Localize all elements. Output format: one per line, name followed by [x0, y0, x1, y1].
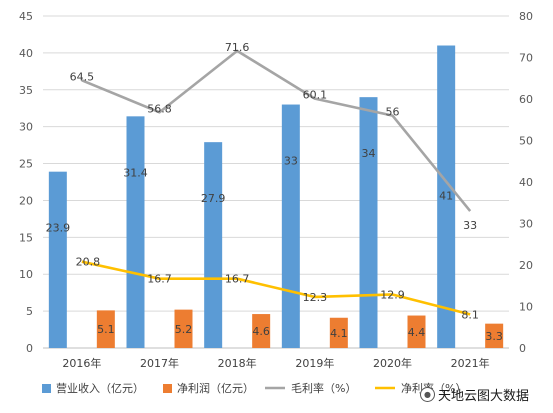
line-data-label: 71.6 [225, 41, 250, 54]
watermark: ● 天地云图大数据 [420, 385, 529, 404]
bar [329, 317, 348, 348]
y-left-tick-label: 20 [19, 194, 33, 207]
bar [359, 97, 378, 349]
x-tick-label: 2019年 [295, 356, 334, 370]
bar-data-label: 4.6 [252, 325, 270, 338]
series-line [81, 260, 471, 316]
bar [437, 45, 456, 349]
y-right-tick-label: 60 [519, 93, 533, 106]
bar [96, 310, 115, 348]
y-right-tick-label: 20 [519, 259, 533, 272]
bar-data-label: 41 [439, 190, 453, 203]
line-data-label: 56.8 [147, 102, 172, 115]
y-right-tick-label: 30 [519, 218, 533, 231]
x-tick-label: 2021年 [451, 356, 490, 370]
watermark-text: 天地云图大数据 [438, 389, 530, 404]
line-data-label: 16.7 [147, 273, 172, 286]
bar-data-label: 27.9 [201, 192, 226, 205]
x-tick-label: 2020年 [373, 356, 412, 370]
y-right-tick-label: 40 [519, 176, 533, 189]
x-tick-label: 2017年 [140, 356, 179, 370]
y-left-tick-label: 40 [19, 47, 33, 60]
legend-label: 净利润（亿元） [177, 381, 254, 395]
y-left-tick-label: 0 [26, 342, 33, 355]
series-line [81, 49, 472, 212]
bar [252, 314, 271, 348]
bar [485, 323, 504, 348]
bar-data-label: 4.1 [330, 327, 348, 340]
bar-data-label: 31.4 [123, 166, 148, 179]
y-right-tick-label: 70 [519, 52, 533, 65]
bar-data-label: 3.3 [485, 330, 503, 343]
bar [48, 171, 67, 348]
line-data-label: 16.7 [225, 273, 250, 286]
y-left-tick-label: 15 [19, 231, 33, 244]
legend-label: 毛利率（%） [291, 381, 356, 395]
y-right-tick-label: 50 [519, 135, 533, 148]
bar [281, 104, 300, 349]
bar [174, 309, 193, 348]
y-right-tick-label: 10 [519, 301, 533, 314]
x-tick-label: 2018年 [218, 356, 257, 370]
line-data-label: 12.3 [303, 291, 328, 304]
bar [204, 142, 223, 348]
bar-data-label: 33 [284, 155, 298, 168]
bar-data-label: 23.9 [46, 222, 71, 235]
line-data-label: 12.9 [380, 288, 405, 301]
bar [407, 315, 426, 348]
legend-label: 营业收入（亿元） [56, 381, 144, 395]
x-tick-label: 2016年 [62, 356, 101, 370]
y-left-tick-label: 30 [19, 121, 33, 134]
bar-data-label: 5.1 [97, 323, 115, 336]
y-right-tick-label: 0 [519, 342, 526, 355]
y-left-tick-label: 5 [26, 305, 33, 318]
y-left-tick-label: 45 [19, 10, 33, 23]
bar-data-label: 34 [362, 147, 376, 160]
line-data-label: 60.1 [303, 89, 328, 102]
bar-data-label: 4.4 [408, 326, 426, 339]
legend-label: 净利率（%） [401, 381, 466, 395]
line-data-label: 8.1 [461, 308, 479, 321]
line-data-label: 64.5 [70, 70, 95, 83]
y-left-tick-label: 10 [19, 268, 33, 281]
line-data-label: 56 [386, 106, 400, 119]
line-data-label: 20.8 [76, 256, 101, 269]
y-left-tick-label: 25 [19, 158, 33, 171]
legend-swatch [163, 384, 172, 393]
bar-data-label: 5.2 [175, 323, 193, 336]
y-left-tick-label: 35 [19, 84, 33, 97]
wechat-icon: ● [420, 387, 435, 402]
line-data-label: 33 [463, 219, 477, 232]
bar [126, 116, 145, 349]
y-right-tick-label: 80 [519, 10, 533, 23]
legend-swatch [42, 384, 51, 393]
